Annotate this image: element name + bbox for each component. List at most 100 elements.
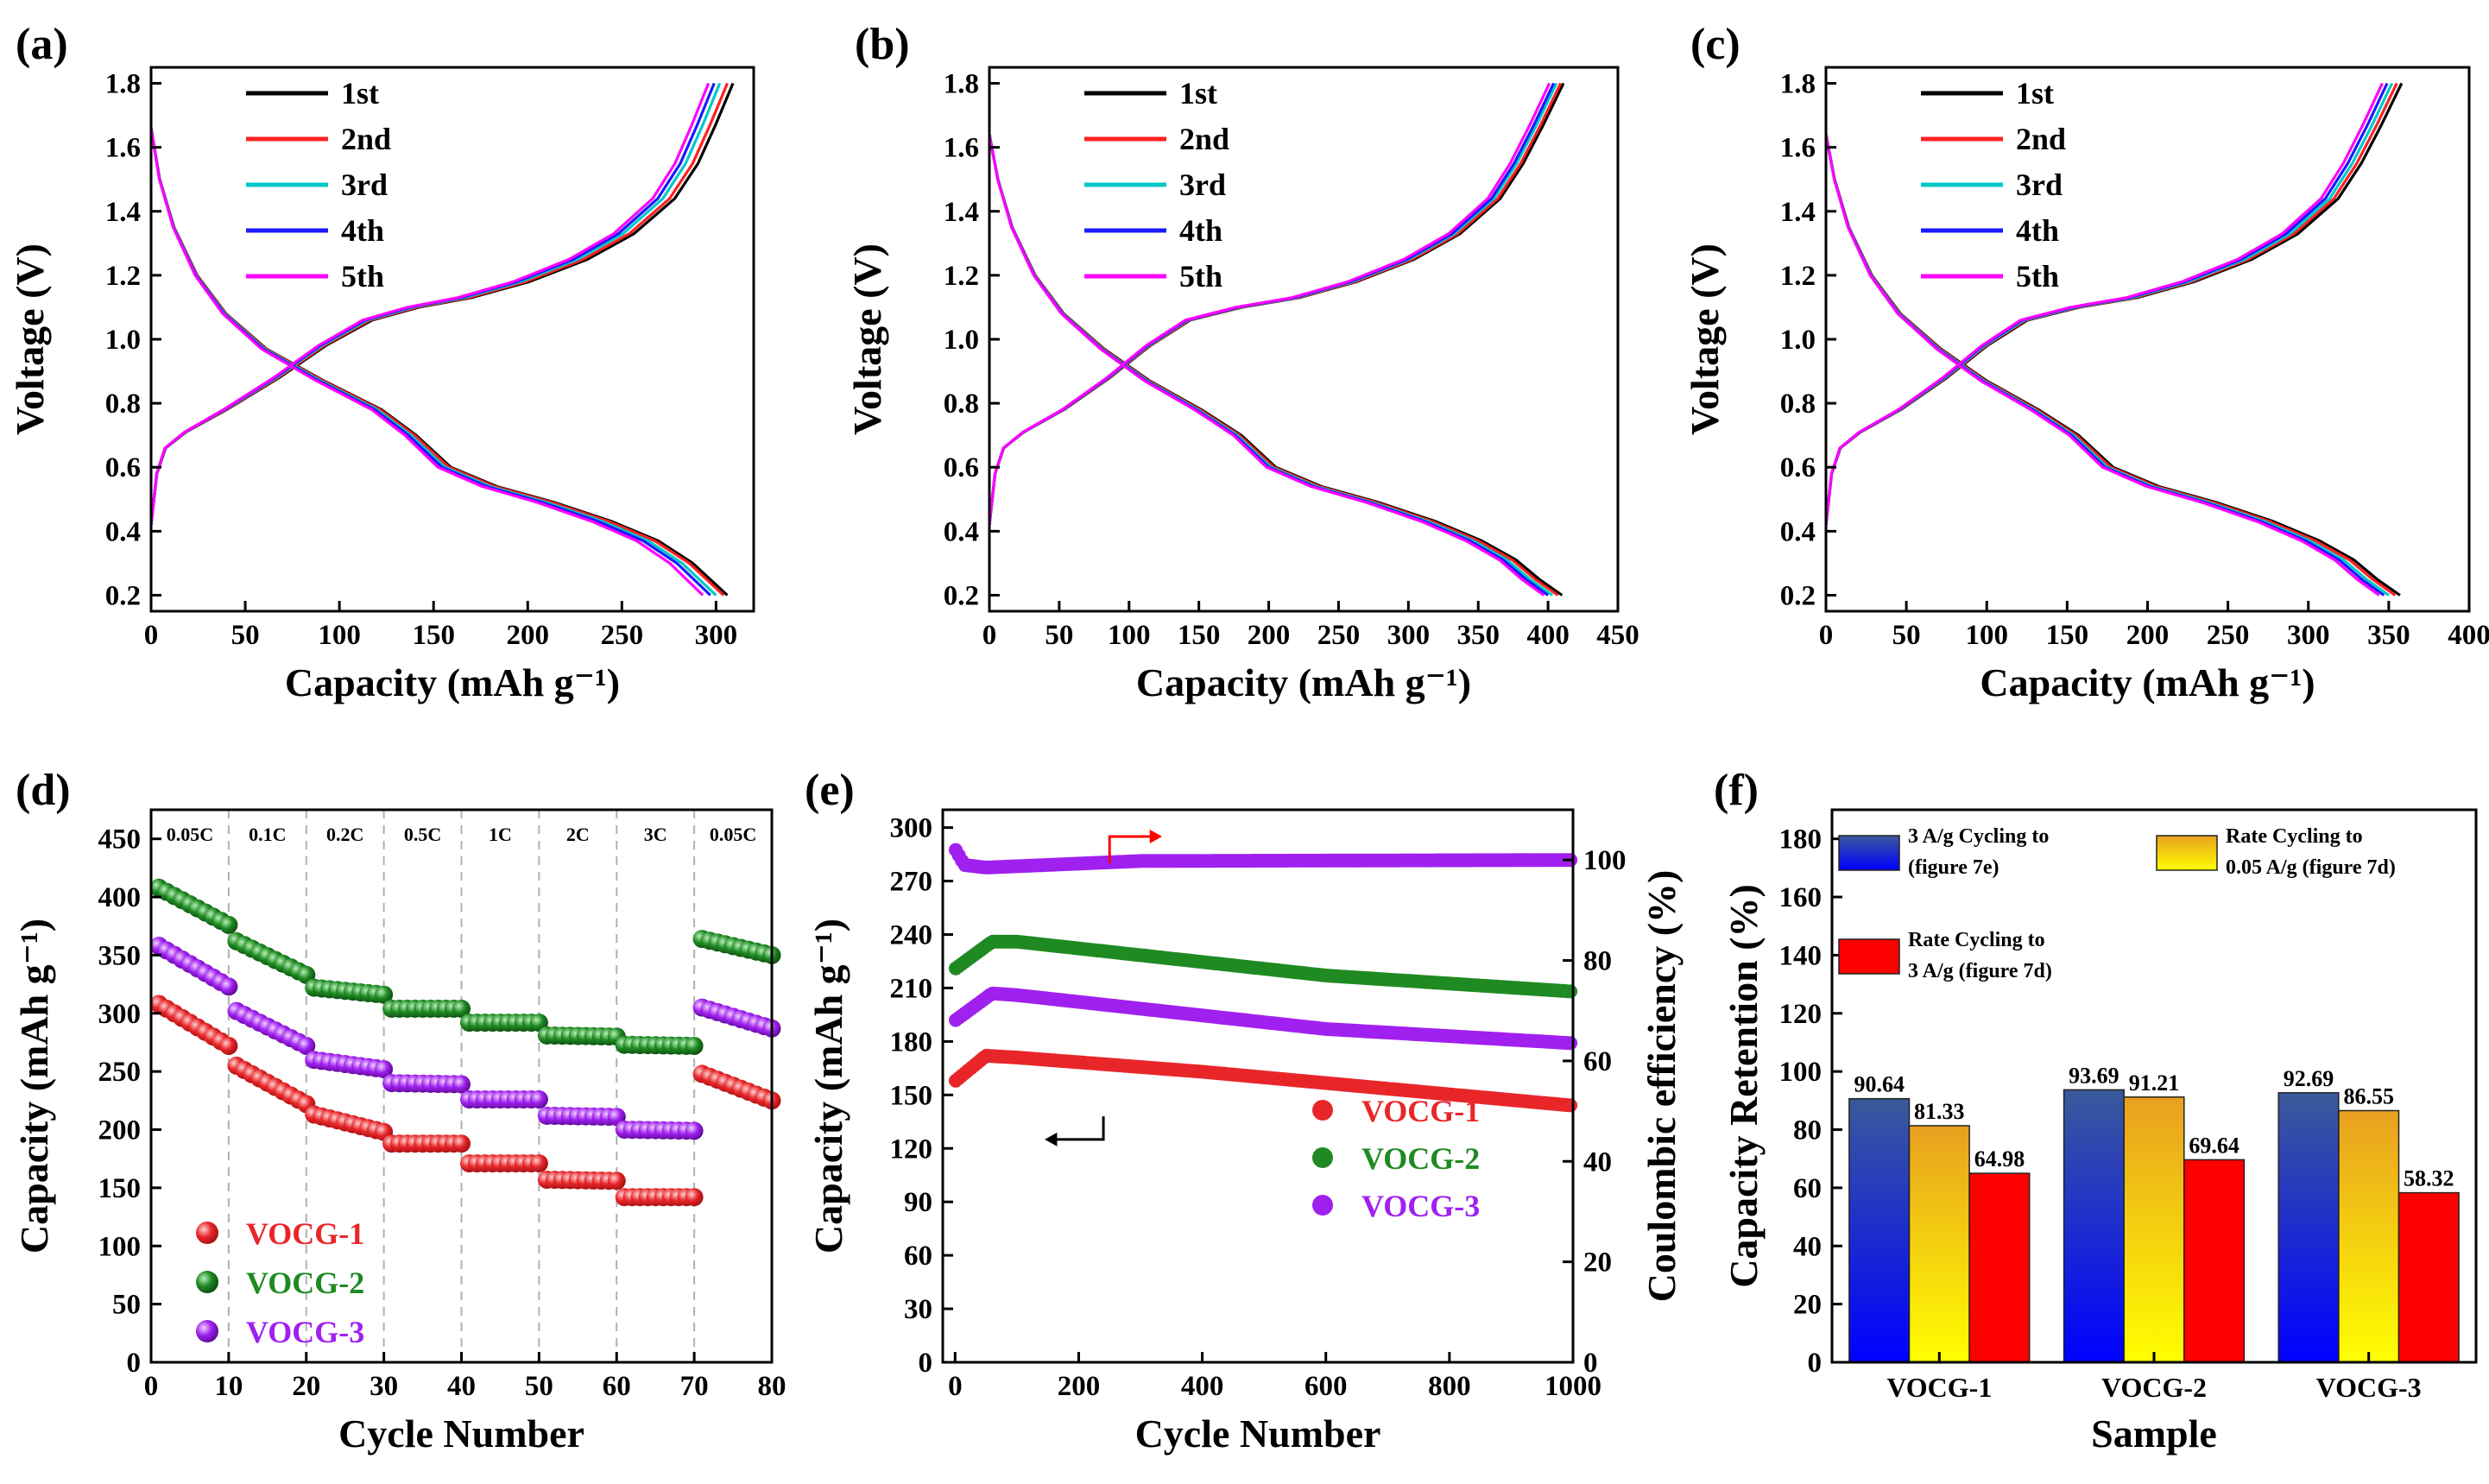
y-tick-label: 150 <box>98 1173 142 1204</box>
x-tick-label: 0 <box>144 620 159 651</box>
y-tick-label: 240 <box>890 920 933 951</box>
curves <box>151 82 735 597</box>
discharge-curve-2nd <box>1826 134 2397 597</box>
y-tick-label: 1.6 <box>1780 133 1816 164</box>
panel-label: (c) <box>1690 20 1740 69</box>
bar-VOCG-1-0 <box>1848 1097 1911 1363</box>
charge-curve-4th <box>989 82 1556 526</box>
legend-label: (figure 7e) <box>1908 856 1999 879</box>
data-point <box>297 1037 316 1055</box>
data-point <box>375 1060 394 1078</box>
y-axis-title: Capacity Retention (%) <box>1721 884 1766 1288</box>
y-tick-label: 60 <box>904 1241 932 1272</box>
rate-region-label: 1C <box>489 824 512 845</box>
data-point <box>1564 1036 1578 1051</box>
x-tick-label: 300 <box>695 620 738 651</box>
discharge-curve-5th <box>151 128 704 597</box>
legend-label: VOCG-1 <box>246 1216 364 1251</box>
y-tick-label: 300 <box>98 999 142 1030</box>
x-tick-label: 100 <box>1108 620 1151 651</box>
y-tick-label: 90 <box>904 1187 932 1218</box>
x-tick-label: 1000 <box>1545 1371 1601 1402</box>
y-tick-label: 150 <box>890 1080 933 1111</box>
data-point <box>685 1188 704 1207</box>
x-tick-label: 350 <box>1456 620 1500 651</box>
chart-panel-a: 0 50 100 150 200 250 300 0.2 0.4 0.6 0.8 1.0 1.2 1.4 1… <box>8 20 755 704</box>
discharge-curve-4th <box>151 128 711 597</box>
series-VOCG-1 <box>949 1048 1578 1113</box>
legend-label: VOCG-2 <box>1361 1141 1480 1176</box>
rate-region-label: 3C <box>644 824 667 845</box>
discharge-curve-5th <box>1826 134 2380 597</box>
bar-value-label: 92.69 <box>2284 1066 2334 1091</box>
plot-frame <box>941 808 1575 1364</box>
legend-label: Rate Cycling to <box>2226 825 2363 848</box>
data-point <box>1564 984 1578 999</box>
chart-panel-f: 90.64 81.33 64.98 VOCG-1 93.69 91.21 69.64 VOCG… <box>1714 766 2478 1456</box>
y-tick-label: 0.6 <box>944 452 979 483</box>
charge-curve-3rd <box>989 82 1558 526</box>
y-tick-label: 0.4 <box>105 516 141 547</box>
curves <box>989 82 1565 597</box>
right-axis-arrow-head <box>1149 829 1163 843</box>
x-tick-label: 200 <box>1058 1371 1101 1402</box>
y2-tick-label: 60 <box>1583 1046 1612 1077</box>
x-tick-label: 50 <box>231 620 260 651</box>
rate-region-label: 0.05C <box>710 824 756 845</box>
series-Coulombic efficiency <box>949 843 1578 875</box>
x-tick-label: 50 <box>525 1371 553 1402</box>
legend-label: 4th <box>1179 213 1222 248</box>
y-tick-label: 40 <box>1793 1231 1822 1262</box>
data-point <box>529 1090 548 1108</box>
charge-curve-1st <box>1826 82 2404 526</box>
discharge-curve-3rd <box>1826 134 2390 597</box>
y-tick-label: 1.8 <box>105 69 141 100</box>
x-tick-label: 400 <box>1181 1371 1224 1402</box>
x-axis-title: Capacity (mAh g⁻¹) <box>1980 660 2315 704</box>
legend-label: 3rd <box>1179 167 1226 202</box>
legend-label: 3 A/g (figure 7d) <box>1908 960 2052 982</box>
charge-curve-3rd <box>1826 82 2394 526</box>
y-tick-label: 450 <box>98 824 142 856</box>
legend-label: VOCG-2 <box>246 1266 364 1300</box>
data-point <box>607 1171 626 1190</box>
charge-curve-5th <box>1826 82 2384 526</box>
legend-marker <box>196 1320 218 1342</box>
y-tick-label: 120 <box>890 1134 933 1165</box>
charge-curve-2nd <box>989 82 1563 526</box>
x-axis-title: Capacity (mAh g⁻¹) <box>1136 660 1471 704</box>
x-tick-label: 300 <box>1387 620 1431 651</box>
y-tick-label: 20 <box>1793 1290 1822 1321</box>
y-tick-label: 30 <box>904 1294 932 1325</box>
series-VOCG-3 <box>149 937 781 1140</box>
y-tick-label: 1.2 <box>105 261 141 292</box>
charge-curve-2nd <box>1826 82 2398 526</box>
y-tick-label: 0.8 <box>1780 388 1816 420</box>
y2-tick-label: 20 <box>1583 1247 1612 1279</box>
y-tick-label: 1.2 <box>1780 261 1816 292</box>
x-tick-label: 30 <box>370 1371 398 1402</box>
charge-curve-5th <box>989 82 1551 526</box>
y-tick-label: 0.4 <box>1780 516 1816 547</box>
panel-label: (f) <box>1714 766 1759 815</box>
bar-value-label: 91.21 <box>2129 1070 2180 1096</box>
data-point <box>375 985 394 1004</box>
y-tick-label: 350 <box>98 940 142 971</box>
y-tick-label: 1.2 <box>944 261 979 292</box>
legend-label: 5th <box>341 259 384 294</box>
legend-label: 3rd <box>2016 167 2063 202</box>
y-tick-label: 0.2 <box>944 580 979 611</box>
data-point <box>219 977 238 996</box>
bar-value-label: 93.69 <box>2069 1063 2119 1088</box>
x-tick-label: 20 <box>292 1371 320 1402</box>
legend-label: 5th <box>2016 259 2059 294</box>
x-tick-label: 600 <box>1305 1371 1348 1402</box>
legend-swatch <box>2156 835 2218 871</box>
legend-swatch <box>1838 835 1900 871</box>
legend-label: 5th <box>1179 259 1222 294</box>
legend-label: 3 A/g Cycling to <box>1908 825 2049 848</box>
bar-value-label: 58.32 <box>2404 1166 2454 1191</box>
y-tick-label: 0.6 <box>105 452 141 483</box>
y-tick-label: 0.6 <box>1780 452 1816 483</box>
y-tick-label: 250 <box>98 1057 142 1088</box>
